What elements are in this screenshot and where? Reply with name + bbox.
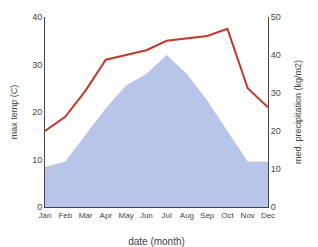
svg-text:Oct: Oct xyxy=(221,211,234,220)
svg-text:Apr: Apr xyxy=(100,211,113,220)
svg-text:30: 30 xyxy=(271,88,281,98)
svg-text:Jun: Jun xyxy=(140,211,153,220)
svg-text:med. precipitation (kg/m2): med. precipitation (kg/m2) xyxy=(293,60,303,164)
svg-text:10: 10 xyxy=(271,164,281,174)
svg-text:10: 10 xyxy=(32,155,42,165)
svg-text:Mar: Mar xyxy=(79,211,93,220)
svg-text:0: 0 xyxy=(37,202,42,212)
svg-text:0: 0 xyxy=(271,202,276,212)
svg-text:20: 20 xyxy=(32,107,42,117)
svg-text:May: May xyxy=(119,211,134,220)
svg-text:Dec: Dec xyxy=(261,211,275,220)
svg-text:20: 20 xyxy=(271,126,281,136)
svg-text:Feb: Feb xyxy=(58,211,72,220)
svg-text:Sep: Sep xyxy=(200,211,215,220)
svg-text:50: 50 xyxy=(271,12,281,22)
svg-text:date (month): date (month) xyxy=(128,236,185,247)
svg-text:40: 40 xyxy=(32,12,42,22)
svg-text:30: 30 xyxy=(32,60,42,70)
svg-text:max temp (C): max temp (C) xyxy=(9,85,19,140)
svg-text:Aug: Aug xyxy=(180,211,194,220)
svg-text:Nov: Nov xyxy=(241,211,255,220)
svg-text:Jan: Jan xyxy=(39,211,52,220)
svg-text:40: 40 xyxy=(271,50,281,60)
svg-text:Jul: Jul xyxy=(162,211,172,220)
